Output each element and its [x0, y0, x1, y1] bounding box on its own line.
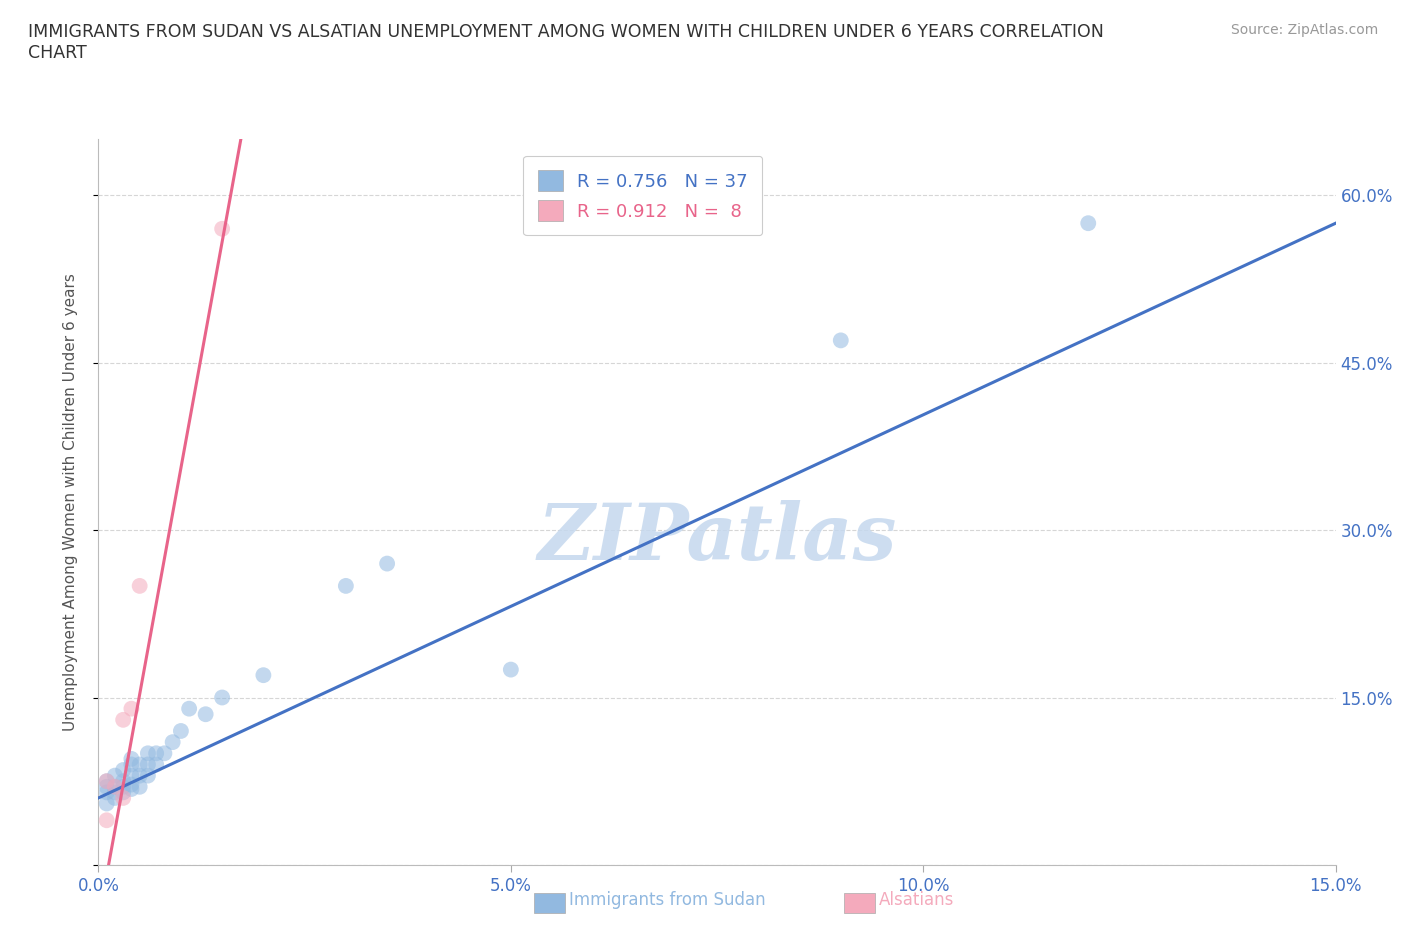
Point: [104, 768, 127, 783]
Point: [170, 724, 193, 738]
Point: [162, 735, 184, 750]
Point: [96, 779, 118, 794]
Point: [120, 701, 142, 716]
Point: [96, 774, 118, 789]
Point: [96, 813, 118, 828]
Point: [128, 779, 150, 794]
Point: [112, 790, 135, 805]
Point: [128, 757, 150, 772]
Point: [104, 779, 127, 794]
Point: [153, 746, 176, 761]
Point: [120, 777, 142, 792]
Point: [145, 757, 167, 772]
Point: [112, 785, 135, 800]
Point: [104, 779, 127, 794]
Text: Alsatians: Alsatians: [879, 891, 955, 910]
Point: [136, 757, 159, 772]
Point: [211, 690, 233, 705]
Point: [120, 757, 142, 772]
Point: [145, 746, 167, 761]
Point: [104, 785, 127, 800]
Point: [136, 746, 159, 761]
Text: ZIPatlas: ZIPatlas: [537, 500, 897, 577]
Point: [375, 556, 398, 571]
Legend: R = 0.756   N = 37, R = 0.912   N =  8: R = 0.756 N = 37, R = 0.912 N = 8: [523, 156, 762, 235]
Point: [120, 768, 142, 783]
Point: [179, 701, 201, 716]
Point: [104, 790, 127, 805]
Point: [112, 763, 135, 777]
Point: [252, 668, 274, 683]
Point: [96, 796, 118, 811]
Point: [194, 707, 217, 722]
Point: [128, 578, 150, 593]
Point: [96, 774, 118, 789]
Point: [120, 751, 142, 766]
Point: [128, 768, 150, 783]
Point: [211, 221, 233, 236]
Point: [112, 774, 135, 789]
Text: Immigrants from Sudan: Immigrants from Sudan: [569, 891, 766, 910]
Point: [136, 768, 159, 783]
Point: [112, 779, 135, 794]
Point: [96, 785, 118, 800]
Point: [335, 578, 357, 593]
Point: [830, 333, 852, 348]
Point: [1077, 216, 1099, 231]
Point: [120, 781, 142, 796]
Y-axis label: Unemployment Among Women with Children Under 6 years: Unemployment Among Women with Children U…: [63, 273, 77, 731]
Point: [112, 712, 135, 727]
Text: IMMIGRANTS FROM SUDAN VS ALSATIAN UNEMPLOYMENT AMONG WOMEN WITH CHILDREN UNDER 6: IMMIGRANTS FROM SUDAN VS ALSATIAN UNEMPL…: [28, 23, 1104, 62]
Point: [499, 662, 522, 677]
Text: Source: ZipAtlas.com: Source: ZipAtlas.com: [1230, 23, 1378, 37]
